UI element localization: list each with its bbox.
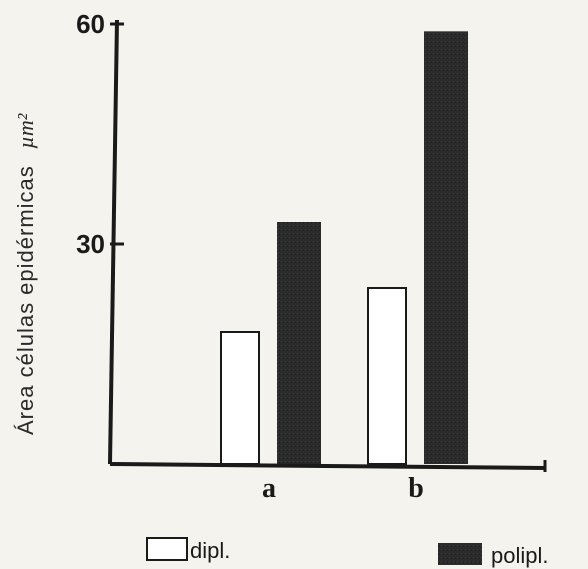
bar-polipl-b [424, 31, 468, 464]
y-tick-label-30: 30 [76, 229, 105, 259]
y-axis-title: Área células epidérmicas µm² [13, 113, 38, 435]
y-axis [108, 19, 119, 465]
x-tick-label-b: b [408, 473, 424, 504]
legend-label-dipl: dipl. [190, 538, 230, 563]
legend-swatch-dipl [146, 537, 188, 561]
y-ticks-group: 30 60 [76, 9, 124, 259]
x-tick-label-a: a [262, 473, 276, 504]
legend-label-polipl: polipl. [491, 543, 548, 568]
bar-dipl-b [367, 287, 407, 465]
y-tick-label-60: 60 [76, 9, 105, 39]
legend-swatch-polipl [438, 543, 482, 565]
x-axis [109, 462, 546, 470]
legend: dipl. polipl. [146, 537, 548, 568]
bar-dipl-a [220, 331, 260, 465]
svg-text:Área células epidérmicas: Área células epidérmicas µm² [13, 113, 38, 435]
y-axis-unit: µm² [13, 113, 38, 149]
bars-group [220, 31, 468, 465]
y-axis-label: Área células epidérmicas [13, 165, 38, 435]
bar-polipl-a [277, 222, 321, 464]
